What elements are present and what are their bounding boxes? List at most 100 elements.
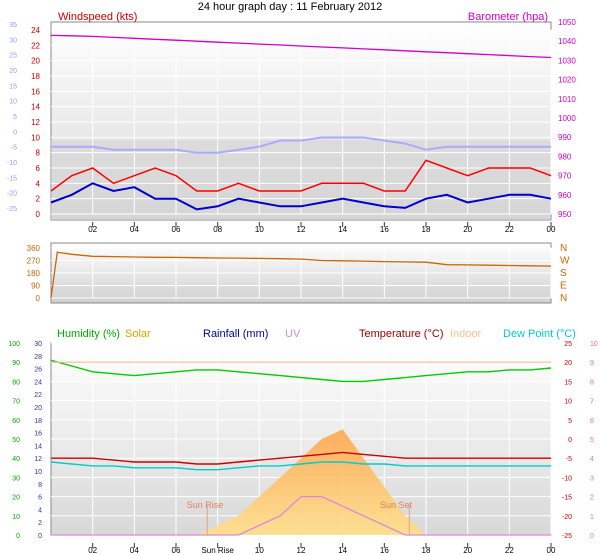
x-tick-label: 04 xyxy=(130,546,139,555)
direction-tick-label: 0 xyxy=(36,294,41,303)
humidity-tick-label: 40 xyxy=(12,456,20,463)
sunrise-label: Sun Rise xyxy=(187,500,224,510)
uv-label: UV xyxy=(285,328,301,340)
average-wind-line xyxy=(50,182,552,211)
outer-tick-label: 30 xyxy=(9,37,17,44)
x-tick-label: 12 xyxy=(297,225,306,234)
outer-tick-label: 25 xyxy=(9,53,17,60)
indoor-label: Indoor xyxy=(450,328,482,340)
dew-point-label: Dew Point (°C) xyxy=(503,328,576,340)
rainfall-tick-label: 22 xyxy=(34,392,42,399)
uv-tick-label: 6 xyxy=(590,418,594,425)
page-title: 24 hour graph day : 11 February 2012 xyxy=(198,1,382,13)
windspeed-tick-label: 6 xyxy=(36,164,41,173)
outer-tick-label: 20 xyxy=(9,68,17,75)
windspeed-tick-label: 4 xyxy=(36,179,41,188)
windspeed-label: Windspeed (kts) xyxy=(58,11,137,23)
x-tick-label: 14 xyxy=(338,546,347,555)
windspeed-line xyxy=(50,159,552,192)
windspeed-tick-label: 24 xyxy=(31,26,40,35)
solar-area xyxy=(51,429,551,535)
barometer-tick-label: 970 xyxy=(558,172,572,181)
x-tick-label: 12 xyxy=(297,546,306,555)
outer-tick-label: 15 xyxy=(9,83,17,90)
x-tick-label: 22 xyxy=(505,546,514,555)
humidity-tick-label: 0 xyxy=(16,533,20,540)
outer-tick-label: 10 xyxy=(9,99,17,106)
rainfall-tick-label: 16 xyxy=(34,431,42,438)
temperature-tick-label: -25 xyxy=(562,533,572,540)
rainfall-label: Rainfall (mm) xyxy=(203,328,268,340)
panel3-x-axis: 02 04 06 Sun Rise 10 12 14 16 18 20 22 00 xyxy=(88,543,556,555)
barometer-label: Barometer (hpa) xyxy=(468,11,548,23)
x-tick-label: 16 xyxy=(380,225,389,234)
barometer-tick-label: 1000 xyxy=(558,114,576,123)
panel1-outer-axis: 35 30 25 20 15 10 5 0 -5 -10 -15 -20 -25 xyxy=(7,22,17,213)
barometer-tick-label: 1030 xyxy=(558,56,576,65)
outer-tick-label: 0 xyxy=(13,129,17,136)
uv-tick-label: 2 xyxy=(590,495,594,502)
direction-tick-label: 360 xyxy=(27,244,41,253)
x-tick-label: 20 xyxy=(463,546,472,555)
panel3-temperature-axis: 25 20 15 10 5 0 -5 -10 -15 -20 -25 xyxy=(562,341,572,540)
windspeed-tick-label: 20 xyxy=(31,57,40,66)
direction-tick-label: 270 xyxy=(27,257,41,266)
panel1-barometer-axis: 1050 1040 1030 1020 1010 1000 990 980 970 960 950 xyxy=(558,18,576,219)
panel1-series xyxy=(50,34,552,211)
windspeed-tick-label: 16 xyxy=(31,87,40,96)
x-tick-label: 18 xyxy=(422,225,431,234)
compass-tick-label: N xyxy=(560,293,567,304)
solar-label: Solar xyxy=(125,328,151,340)
uv-tick-label: 10 xyxy=(590,341,598,348)
rainfall-tick-label: 6 xyxy=(38,495,42,502)
barometer-tick-label: 1010 xyxy=(558,95,576,104)
panel1-x-axis: 02 04 06 08 10 12 14 16 18 20 22 00 xyxy=(88,222,556,234)
temperature-line xyxy=(51,451,551,465)
outer-tick-label: 5 xyxy=(13,114,17,121)
windspeed-tick-label: 14 xyxy=(31,103,40,112)
panel1-grid xyxy=(51,29,552,215)
windspeed-tick-label: 18 xyxy=(31,72,40,81)
x-tick-label: 06 xyxy=(172,225,181,234)
uv-tick-label: 9 xyxy=(590,360,594,367)
uv-tick-label: 1 xyxy=(590,514,594,521)
x-tick-label: 10 xyxy=(255,225,264,234)
windspeed-tick-label: 0 xyxy=(36,210,41,219)
temperature-tick-label: 10 xyxy=(564,399,572,406)
panel3-series xyxy=(50,359,552,536)
windspeed-tick-label: 2 xyxy=(36,195,41,204)
x-tick-label: 14 xyxy=(338,225,347,234)
uv-tick-label: 4 xyxy=(590,456,594,463)
panel3-legend: Humidity (%) Solar Rainfall (mm) UV Temp… xyxy=(57,328,576,340)
compass-tick-label: E xyxy=(560,281,567,292)
barometer-tick-label: 1050 xyxy=(558,18,576,27)
rainfall-tick-label: 4 xyxy=(38,507,42,514)
uv-line xyxy=(51,495,551,536)
humidity-tick-label: 30 xyxy=(12,475,20,482)
barometer-tick-label: 990 xyxy=(558,133,572,142)
temperature-tick-label: 15 xyxy=(564,379,572,386)
temperature-tick-label: 25 xyxy=(564,341,572,348)
temperature-tick-label: -10 xyxy=(562,475,572,482)
barometer-tick-label: 1020 xyxy=(558,76,576,85)
rainfall-tick-label: 24 xyxy=(34,379,42,386)
rainfall-tick-label: 8 xyxy=(38,482,42,489)
humidity-tick-label: 10 xyxy=(12,514,20,521)
barometer-tick-label: 1040 xyxy=(558,37,576,46)
temperature-tick-label: -5 xyxy=(566,456,572,463)
outer-tick-label: 35 xyxy=(9,22,17,29)
rainfall-tick-label: 26 xyxy=(34,367,42,374)
x-tick-label: 00 xyxy=(547,546,556,555)
x-tick-label: 22 xyxy=(505,225,514,234)
x-tick-label: 18 xyxy=(422,546,431,555)
temperature-tick-label: -20 xyxy=(562,514,572,521)
humidity-tick-label: 60 xyxy=(12,418,20,425)
outer-tick-label: -25 xyxy=(7,206,17,213)
barometer-line xyxy=(50,34,552,59)
direction-tick-label: 90 xyxy=(31,282,40,291)
x-tick-label: 20 xyxy=(463,225,472,234)
